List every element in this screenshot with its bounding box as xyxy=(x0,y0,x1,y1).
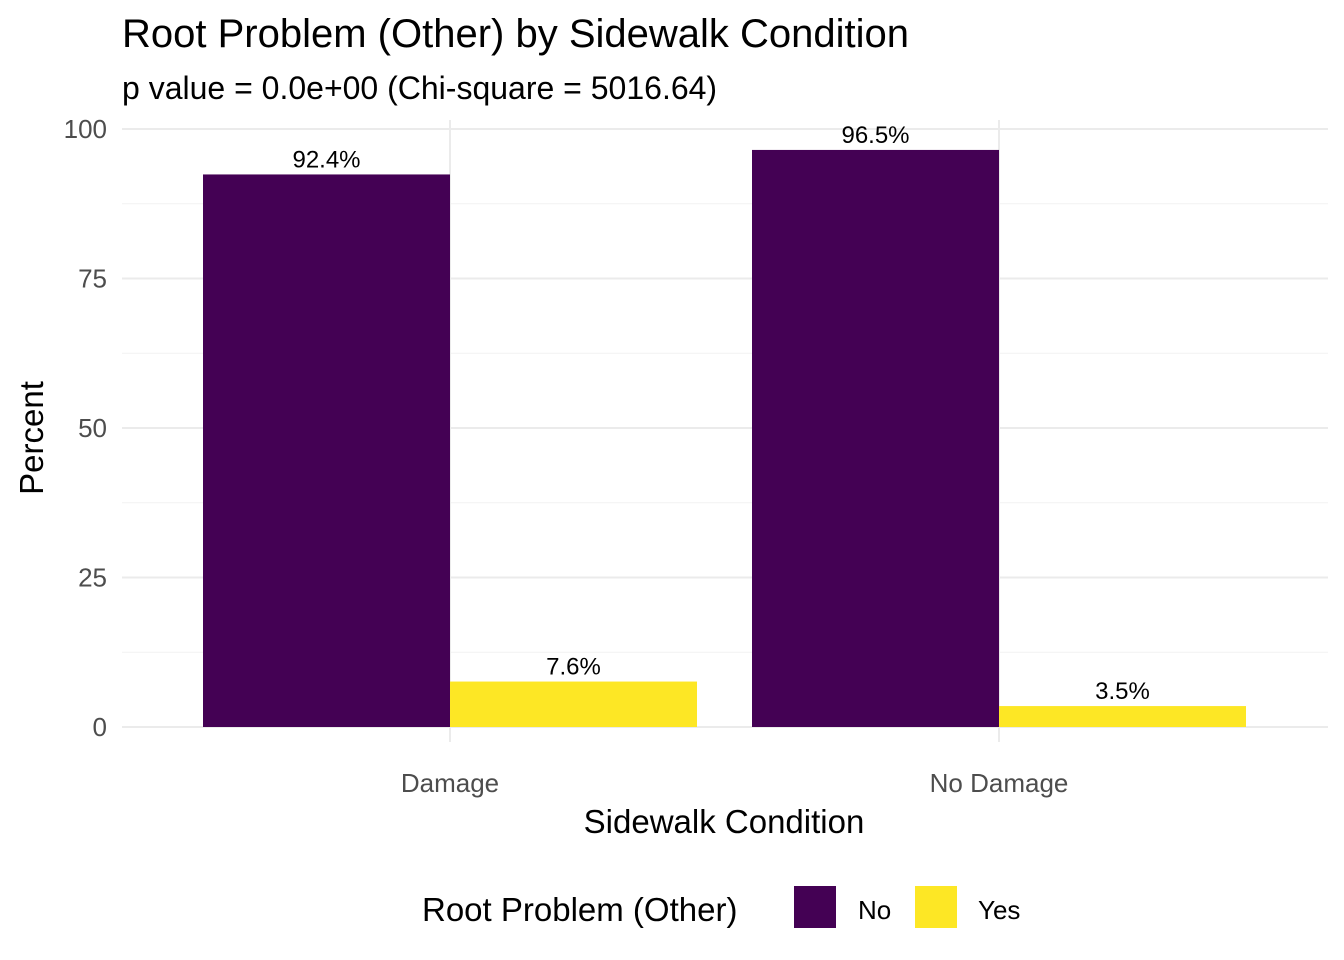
bar xyxy=(450,681,697,727)
bar xyxy=(203,174,450,727)
bars xyxy=(203,149,1246,727)
chart-subtitle: p value = 0.0e+00 (Chi-square = 5016.64) xyxy=(122,70,717,106)
y-tick-label: 50 xyxy=(78,413,107,443)
bar xyxy=(752,149,999,727)
y-tick-label: 75 xyxy=(78,264,107,294)
y-tick-label: 100 xyxy=(64,114,107,144)
chart-title: Root Problem (Other) by Sidewalk Conditi… xyxy=(122,12,909,56)
bar xyxy=(999,706,1246,727)
x-axis-ticks: Damage No Damage xyxy=(401,768,1069,798)
legend-title: Root Problem (Other) xyxy=(422,891,737,928)
y-tick-label: 0 xyxy=(93,712,107,742)
x-tick-label: Damage xyxy=(401,768,499,798)
bar-labels: 92.4% 7.6% 96.5% 3.5% xyxy=(292,122,1149,705)
legend: Root Problem (Other) No Yes xyxy=(422,886,1020,928)
x-tick-label: No Damage xyxy=(930,768,1069,798)
y-axis-title: Percent xyxy=(13,381,50,495)
legend-swatch xyxy=(794,886,836,928)
bar-value-label: 92.4% xyxy=(292,146,360,173)
y-axis-ticks: 0 25 50 75 100 xyxy=(64,114,107,742)
y-tick-label: 25 xyxy=(78,563,107,593)
bar-value-label: 3.5% xyxy=(1095,678,1150,705)
legend-swatch xyxy=(915,886,957,928)
x-axis-title: Sidewalk Condition xyxy=(584,803,865,840)
bar-value-label: 7.6% xyxy=(546,654,601,681)
legend-entry-label: Yes xyxy=(978,895,1020,925)
legend-entry-label: No xyxy=(858,895,891,925)
bar-value-label: 96.5% xyxy=(841,122,909,149)
